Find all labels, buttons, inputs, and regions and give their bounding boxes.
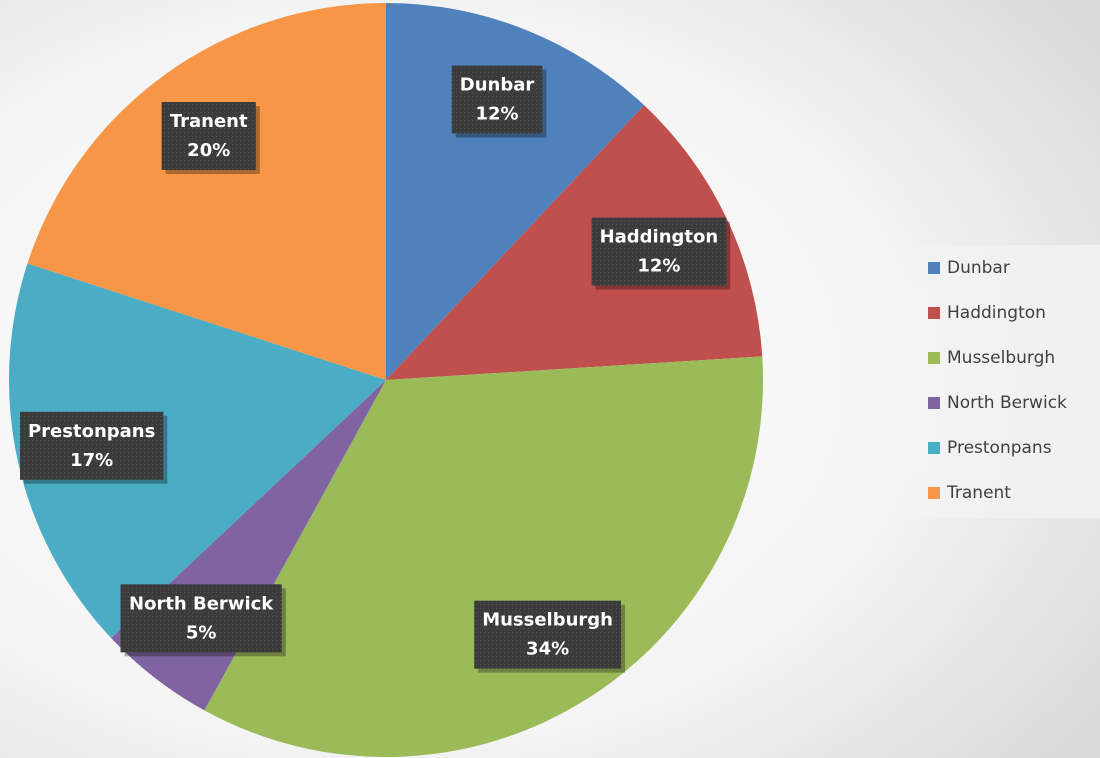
data-label: North Berwick 5% <box>120 584 286 657</box>
pie-slice <box>27 3 387 380</box>
label-value: 5% <box>186 622 217 643</box>
pie <box>8 3 764 757</box>
legend-swatch <box>928 397 940 409</box>
pie-slice <box>386 105 763 380</box>
legend-swatch <box>928 352 940 364</box>
label-category: North Berwick <box>129 593 274 614</box>
label-box <box>19 411 164 480</box>
label-box <box>120 584 282 653</box>
legend-label: Dunbar <box>947 258 1010 278</box>
label-box <box>161 102 256 171</box>
legend-label: Musselburgh <box>947 348 1055 368</box>
legend-swatch <box>928 262 940 274</box>
data-label: Prestonpans 17% <box>19 411 168 484</box>
label-category: Musselburgh <box>482 610 613 631</box>
data-label: Haddington 12% <box>591 217 731 290</box>
data-label: Tranent 20% <box>161 102 260 175</box>
label-value: 12% <box>475 104 518 125</box>
pie-slice <box>8 263 386 639</box>
legend: Dunbar Haddington Musselburgh North Berwick… <box>928 258 1067 503</box>
legend-label: Prestonpans <box>947 438 1052 458</box>
legend-swatch <box>928 442 940 454</box>
label-box <box>591 217 727 286</box>
data-labels: Dunbar 12% Haddington 12% Musselburgh 34% Nort… <box>19 65 731 673</box>
legend-swatch <box>928 307 940 319</box>
label-category: Prestonpans <box>28 421 155 442</box>
pie-slice <box>386 3 645 380</box>
label-value: 12% <box>637 256 680 277</box>
label-value: 34% <box>526 639 569 660</box>
data-label: Dunbar 12% <box>451 65 547 138</box>
legend-box <box>916 245 1100 518</box>
label-value: 17% <box>70 450 113 471</box>
label-category: Dunbar <box>460 75 535 96</box>
legend-label: North Berwick <box>947 393 1067 413</box>
legend-swatch <box>928 487 940 499</box>
label-box <box>474 600 622 669</box>
data-label: Musselburgh 34% <box>474 600 626 673</box>
label-box <box>451 65 543 134</box>
label-category: Tranent <box>170 111 248 132</box>
legend-label: Tranent <box>946 483 1011 503</box>
legend-label: Haddington <box>947 303 1046 323</box>
label-category: Haddington <box>600 227 719 248</box>
pie-slice <box>204 356 764 757</box>
label-value: 20% <box>187 140 230 161</box>
